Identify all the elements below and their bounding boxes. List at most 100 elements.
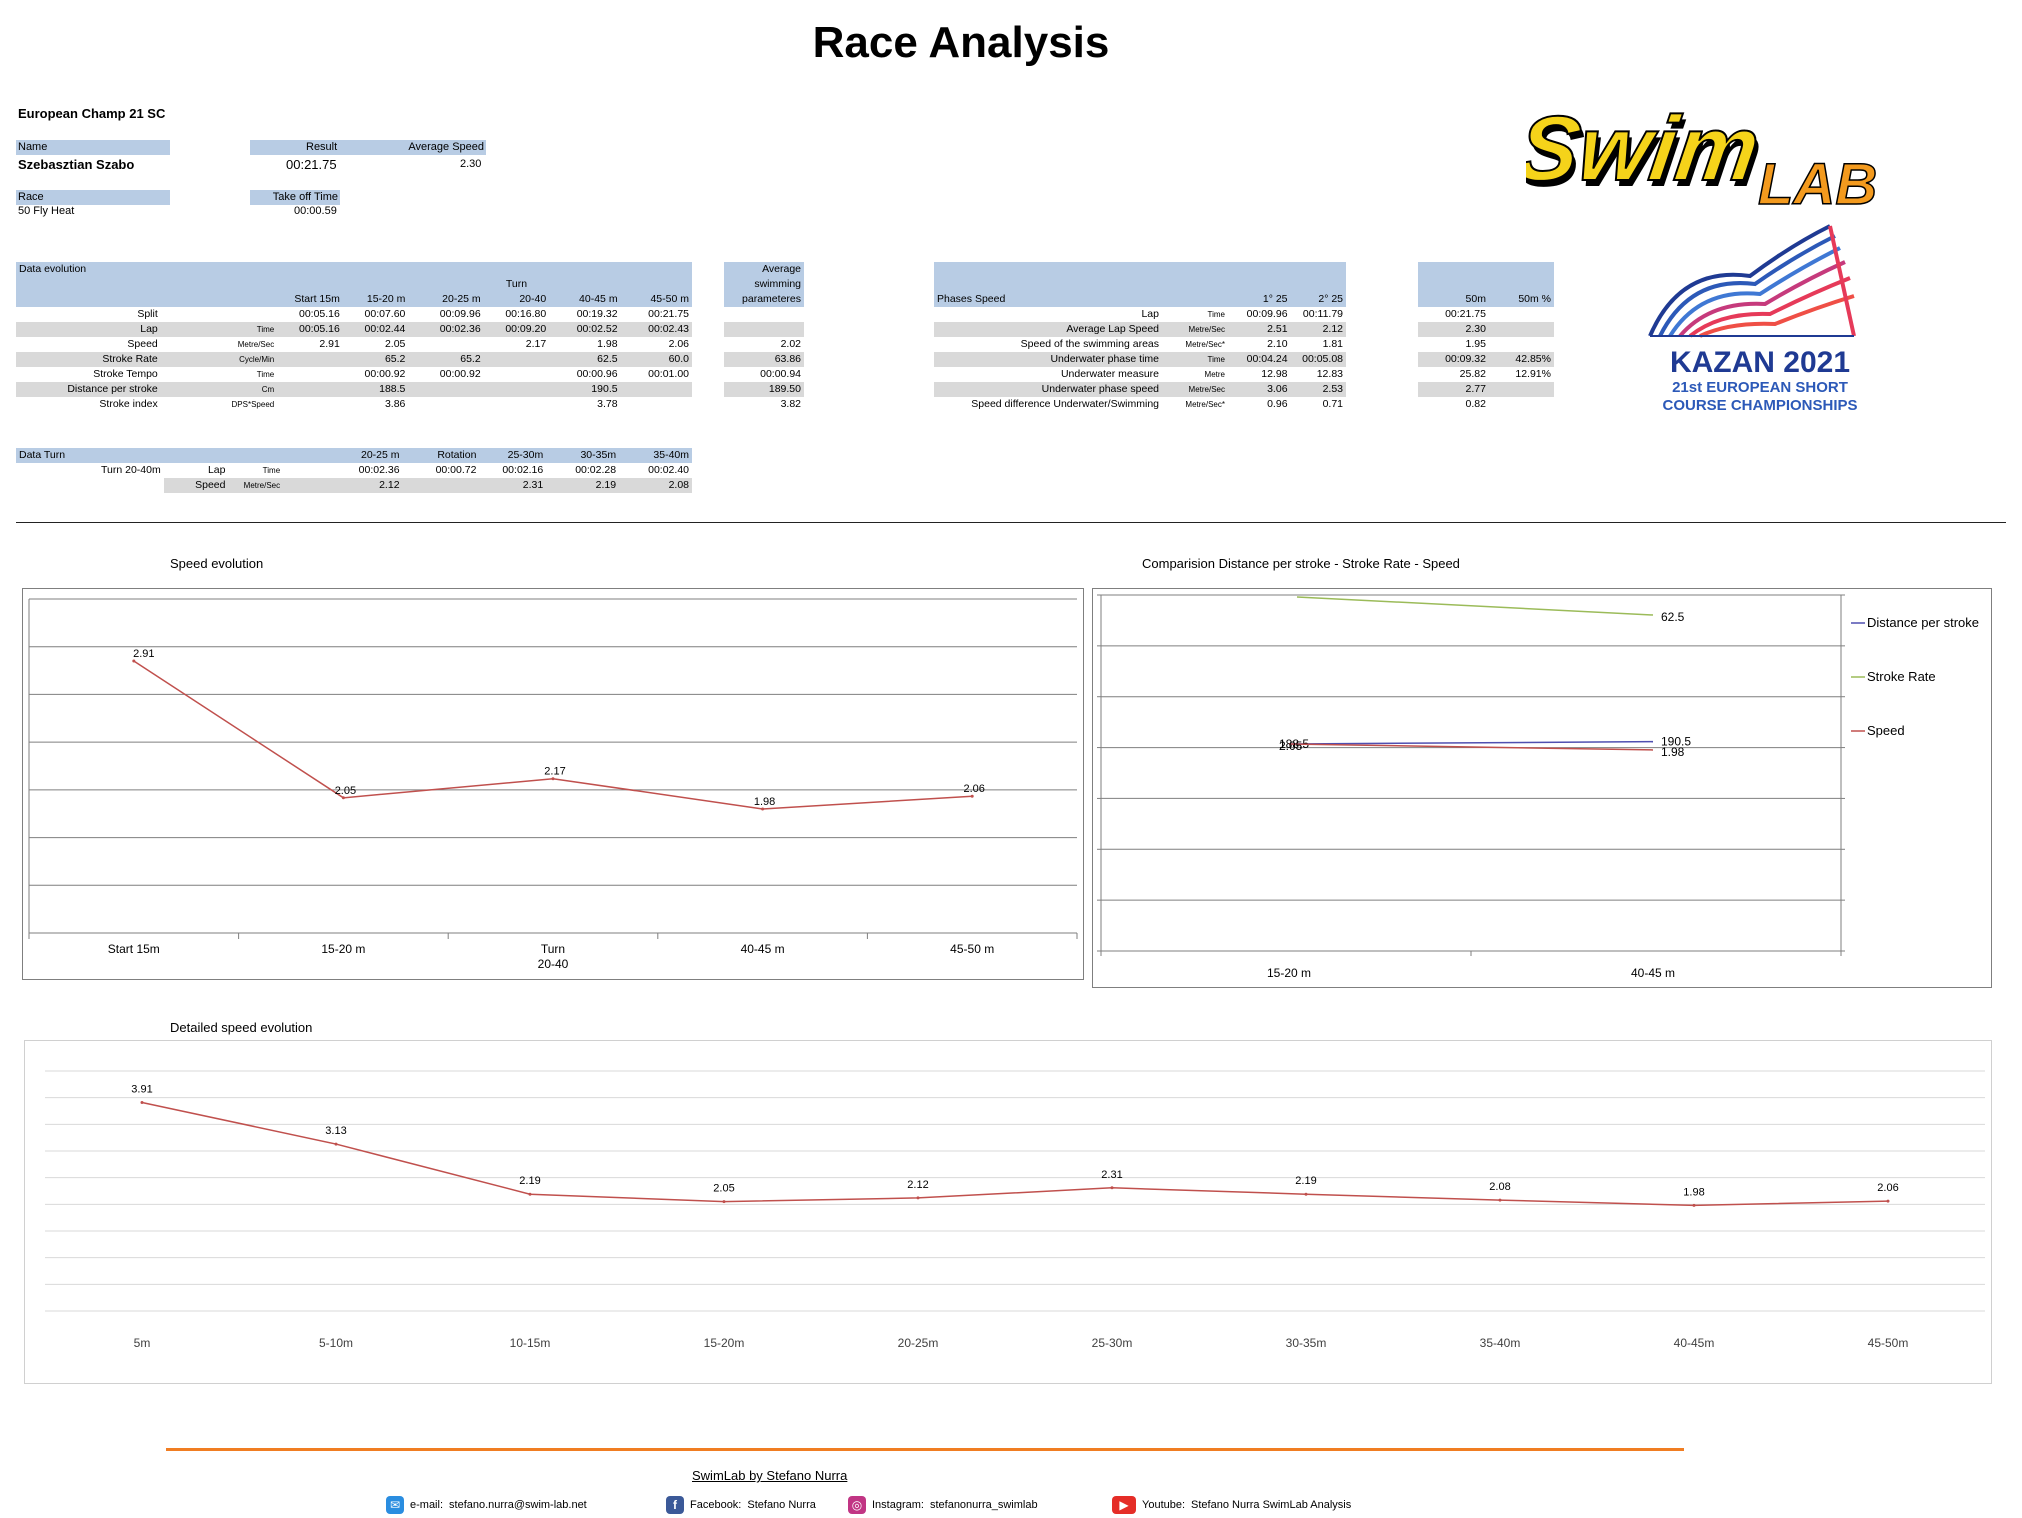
phase-label: Speed difference Underwater/Swimming <box>971 398 1159 410</box>
spacer-cell <box>161 367 224 382</box>
race-header: Race <box>16 190 170 205</box>
table-row <box>724 307 804 322</box>
value-cell: 2.06 <box>668 338 689 350</box>
spacer-cell <box>161 322 224 337</box>
value-cell: 00:01.00 <box>648 368 689 380</box>
phases-header: Phases Speed <box>937 293 1006 305</box>
data-point <box>528 1192 532 1196</box>
value-cell <box>408 382 483 397</box>
row-label: Stroke Rate <box>102 353 158 365</box>
total-percent: 42.85% <box>1515 353 1551 365</box>
col-header: Start 15m <box>294 293 340 305</box>
data-point <box>1692 1203 1696 1207</box>
value-cell: 00:02.43 <box>648 323 689 335</box>
value-cell: 00:19.32 <box>576 308 618 320</box>
total-percent <box>1489 337 1554 352</box>
row-label: Split <box>137 308 158 320</box>
turn-row-label: Speed <box>195 479 226 491</box>
turn-row-label: Lap <box>207 464 226 476</box>
avg-params-table: Average swimming parameteres 2.02 63.86 00… <box>724 262 804 412</box>
data-point <box>140 1100 144 1104</box>
data-label: 2.12 <box>907 1179 928 1191</box>
spacer-cell <box>1228 382 1235 397</box>
legend-label: Speed <box>1867 723 1905 738</box>
value-cell: 00:02.36 <box>439 323 481 335</box>
row-unit: Time <box>256 370 275 379</box>
x-tick-label: 45-50 m <box>950 942 994 956</box>
phase-unit: Time <box>1207 355 1225 364</box>
instagram-contact[interactable]: ◎ Instagram: stefanonurra_swimlab <box>848 1496 1038 1514</box>
data-point <box>1498 1198 1502 1202</box>
table-row: Underwater phase speed Metre/Sec 3.06 2.53 <box>934 382 1346 397</box>
swimlab-word2: LAB <box>1758 152 1877 212</box>
x-tick-label: 5m <box>134 1336 151 1350</box>
data-label: 3.91 <box>131 1083 152 1095</box>
table-row: Underwater measure Metre 12.98 12.83 <box>934 367 1346 382</box>
x-tick-label: 40-45 m <box>741 942 785 956</box>
avg-value: 3.82 <box>780 398 801 410</box>
value-cell: 62.5 <box>597 353 618 365</box>
value-cell <box>277 397 343 412</box>
phase-value: 2.12 <box>1322 323 1343 335</box>
col-header: 40-45 m <box>579 293 618 305</box>
phase-label: Speed of the swimming areas <box>1020 338 1159 350</box>
turn-cell: 00:02.40 <box>648 464 689 476</box>
youtube-contact[interactable]: ▶ Youtube: Stefano Nurra SwimLab Analysi… <box>1112 1496 1351 1514</box>
data-point <box>916 1196 920 1200</box>
facebook-contact[interactable]: f Facebook: Stefano Nurra <box>666 1496 816 1514</box>
phase-value: 00:04.24 <box>1246 353 1288 365</box>
avg-value <box>724 307 804 322</box>
avg-speed-label: Average Speed <box>408 141 484 153</box>
value-cell: 00:07.60 <box>364 308 406 320</box>
facebook-label: Facebook: <box>690 1499 742 1511</box>
spacer-cell <box>1228 352 1235 367</box>
data-point <box>970 794 974 798</box>
facebook-value: Stefano Nurra <box>747 1499 816 1511</box>
data-label: 2.05 <box>1279 739 1303 753</box>
total-value: 1.95 <box>1465 338 1486 350</box>
spacer-cell <box>1228 322 1235 337</box>
total-percent <box>1489 307 1554 322</box>
table-row: 1.95 <box>1418 337 1554 352</box>
swimlab-logo: Swim Swim LAB <box>1510 92 1926 217</box>
data-label: 3.13 <box>325 1125 346 1137</box>
phase-col-1: 1° 25 <box>1262 293 1288 305</box>
col-header: 20-40 <box>519 293 547 305</box>
value-cell: 00:02.52 <box>576 323 618 335</box>
value-cell <box>621 382 692 397</box>
x-tick-label: 20-40 <box>538 957 569 971</box>
row-unit: Metre/Sec <box>237 340 275 349</box>
total-col-1: 50m <box>1465 293 1486 305</box>
data-label: 1.98 <box>1683 1186 1704 1198</box>
phase-value: 00:05.08 <box>1302 353 1343 365</box>
data-label: 1.98 <box>754 796 775 808</box>
x-tick-label: 10-15m <box>510 1336 551 1350</box>
phase-unit: Metre/Sec* <box>1185 400 1225 409</box>
phase-unit: Metre <box>1204 370 1225 379</box>
page-title: Race Analysis <box>812 18 1110 67</box>
data-evolution-title: Data evolution <box>19 263 87 275</box>
value-cell: 00:05.16 <box>298 308 340 320</box>
data-label: 2.08 <box>1489 1181 1510 1193</box>
series-line <box>1288 740 1654 745</box>
data-point <box>132 659 136 663</box>
row-label: Stroke Tempo <box>93 368 158 380</box>
email-icon: ✉ <box>386 1496 404 1514</box>
avg-header-1: Average <box>762 263 801 275</box>
data-label: 2.17 <box>544 766 565 778</box>
value-cell: 65.2 <box>384 353 406 365</box>
turn-col: Rotation <box>437 449 477 461</box>
phase-value: 12.83 <box>1316 368 1343 380</box>
value-cell <box>277 352 343 367</box>
data-point <box>761 807 765 811</box>
row-unit: DPS*Speed <box>231 400 275 409</box>
phase-value: 2.10 <box>1267 338 1288 350</box>
email-contact[interactable]: ✉ e-mail: stefano.nurra@swim-lab.net <box>386 1496 587 1514</box>
phase-value: 1.81 <box>1322 338 1343 350</box>
row-label: Speed <box>127 338 158 350</box>
x-tick-label: 25-30m <box>1092 1336 1133 1350</box>
instagram-label: Instagram: <box>872 1499 924 1511</box>
value-cell: 2.91 <box>319 338 340 350</box>
data-point <box>334 1142 338 1146</box>
swimlab-logo-graphic: Swim Swim LAB <box>1510 95 1878 217</box>
